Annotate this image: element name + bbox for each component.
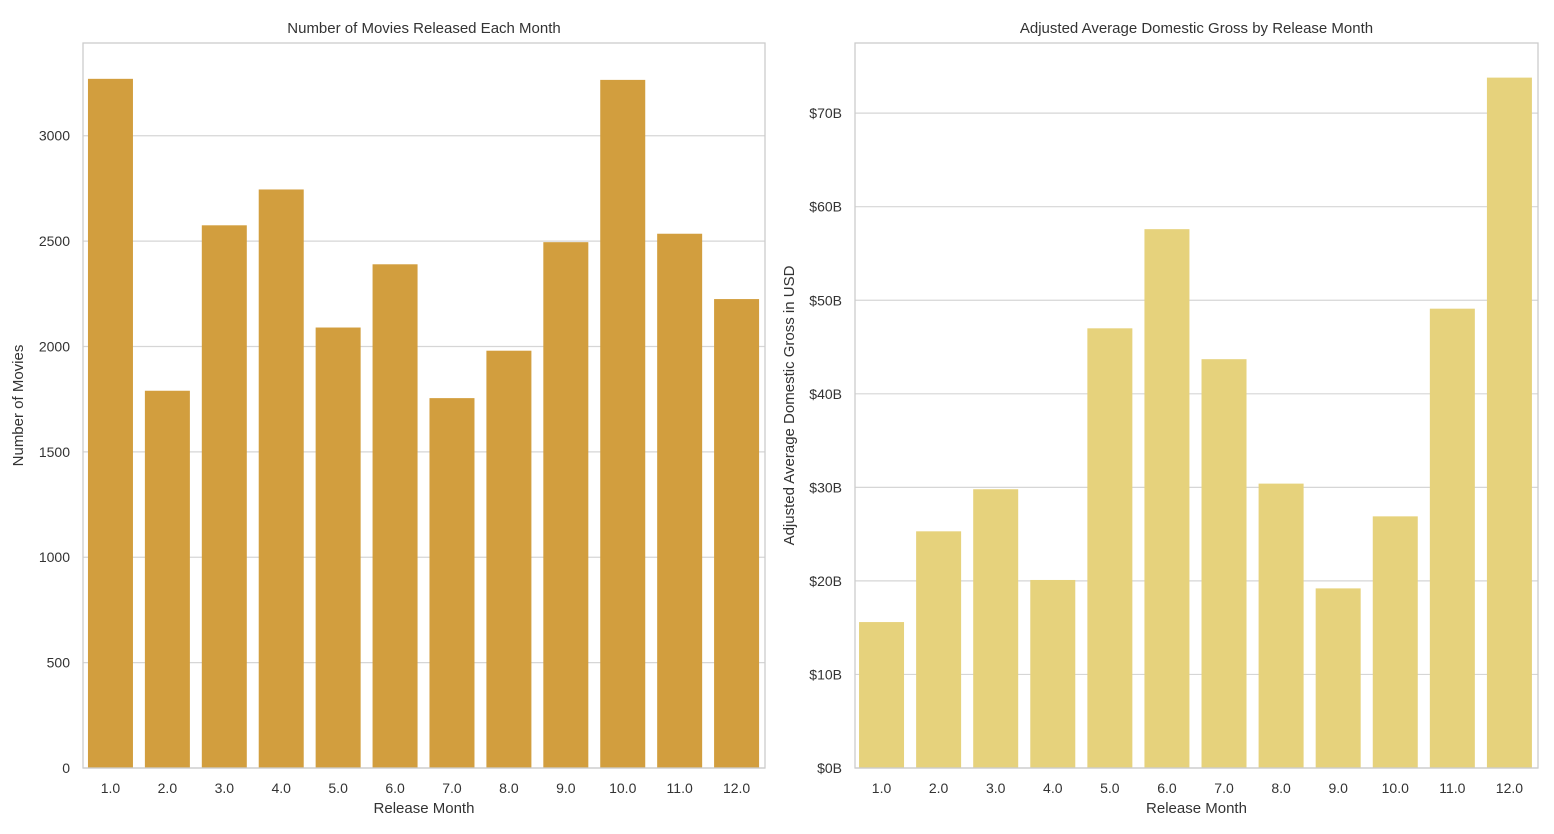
right-chart-xtick-label: 11.0 (1439, 780, 1465, 796)
left-chart-title: Number of Movies Released Each Month (287, 20, 560, 37)
right-chart-bar (1030, 579, 1076, 768)
right-chart-bar (1144, 229, 1190, 769)
left-chart-ytick-label: 500 (47, 655, 71, 671)
left-chart-bar (714, 299, 760, 768)
right-chart-ytick-label: $40B (809, 386, 842, 402)
left-chart-ytick-label: 1000 (39, 549, 70, 565)
left-chart-xtick-label: 9.0 (556, 780, 576, 796)
right-chart-xtick-label: 2.0 (929, 780, 949, 796)
right-chart-xtick-label: 5.0 (1100, 780, 1120, 796)
right-chart-ytick-label: $50B (809, 292, 842, 308)
left-chart-xtick-label: 7.0 (442, 780, 462, 796)
right-chart-xtick-label: 12.0 (1496, 780, 1523, 796)
left-chart-ytick-label: 2500 (39, 233, 70, 249)
right-chart-bar (916, 531, 962, 768)
left-chart-bar (315, 327, 361, 768)
left-chart-ytick-label: 1500 (39, 444, 70, 460)
right-chart-xtick-label: 7.0 (1214, 780, 1234, 796)
left-chart-xtick-label: 6.0 (385, 780, 405, 796)
left-chart-bar (372, 264, 418, 768)
right-chart-bar (1201, 359, 1247, 768)
left-chart-ytick-label: 3000 (39, 128, 70, 144)
right-chart-ytick-label: $20B (809, 573, 842, 589)
right-chart-bar (1087, 328, 1133, 768)
left-chart-xtick-label: 5.0 (328, 780, 348, 796)
right-chart-xtick-label: 3.0 (986, 780, 1006, 796)
left-chart-ytick-label: 0 (62, 760, 70, 776)
right-chart-ylabel: Adjusted Average Domestic Gross in USD (781, 265, 798, 545)
right-chart-title: Adjusted Average Domestic Gross by Relea… (1020, 20, 1373, 37)
right-chart-xtick-label: 9.0 (1328, 780, 1348, 796)
left-chart-xtick-label: 3.0 (215, 780, 235, 796)
left-chart-bar (87, 78, 133, 768)
left-chart-bar (258, 189, 304, 769)
right-chart-xlabel: Release Month (1146, 800, 1247, 817)
right-chart-bar (1429, 308, 1475, 768)
left-chart-xtick-label: 1.0 (101, 780, 121, 796)
right-chart-frame (854, 42, 1539, 769)
left-chart-bar (429, 398, 475, 768)
right-chart-bar (859, 622, 905, 768)
left-chart-bar (144, 390, 190, 768)
left-chart-bar (486, 350, 532, 768)
right-chart-ytick-label: $10B (809, 666, 842, 682)
left-chart-xtick-label: 12.0 (723, 780, 750, 796)
right-chart-bar (1372, 516, 1418, 768)
left-chart-xtick-label: 2.0 (158, 780, 178, 796)
right-chart-xtick-label: 4.0 (1043, 780, 1063, 796)
right-chart-xtick-label: 1.0 (872, 780, 892, 796)
right-chart-ytick-label: $60B (809, 199, 842, 215)
left-chart-xtick-label: 4.0 (271, 780, 291, 796)
left-chart-ytick-label: 2000 (39, 338, 70, 354)
right-chart-bar (1486, 77, 1532, 768)
right-chart-ytick-label: $70B (809, 105, 842, 121)
right-chart-bar (1258, 483, 1304, 768)
right-chart-bar (973, 489, 1019, 768)
left-chart-frame (82, 42, 766, 769)
right-chart-xtick-label: 6.0 (1157, 780, 1177, 796)
left-chart-bar (657, 233, 703, 768)
right-chart-ytick-label: $0B (817, 760, 842, 776)
left-chart-bar (600, 79, 646, 769)
right-chart-ytick-label: $30B (809, 479, 842, 495)
left-chart-xlabel: Release Month (374, 800, 475, 817)
left-chart-xtick-label: 8.0 (499, 780, 519, 796)
left-chart-xtick-label: 11.0 (667, 780, 693, 796)
right-chart-xtick-label: 8.0 (1271, 780, 1291, 796)
left-chart-xtick-label: 10.0 (609, 780, 636, 796)
right-chart-xtick-label: 10.0 (1382, 780, 1409, 796)
left-chart-bar (201, 225, 247, 768)
right-chart-bar (1315, 588, 1361, 768)
left-chart-bar (543, 242, 589, 768)
left-chart-ylabel: Number of Movies (10, 345, 27, 467)
